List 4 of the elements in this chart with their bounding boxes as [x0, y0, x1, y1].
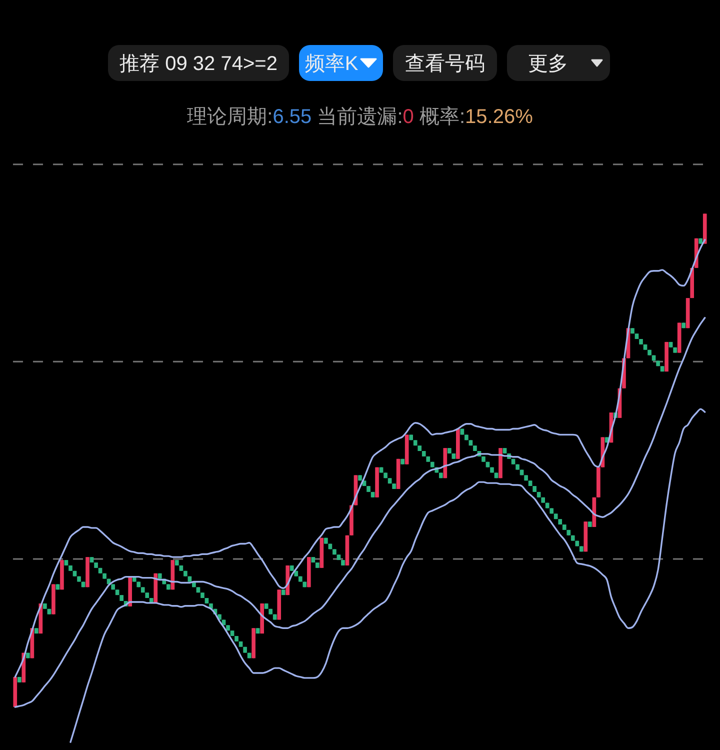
button[interactable]: 推荐 09 32 74>=2	[108, 45, 289, 81]
button[interactable]: 查看号码	[393, 45, 497, 81]
chart-subtitle: 理论周期:6.55 当前遗漏:0 概率:15.26%	[187, 106, 533, 128]
dropdown-button[interactable]: 更多	[507, 45, 610, 81]
